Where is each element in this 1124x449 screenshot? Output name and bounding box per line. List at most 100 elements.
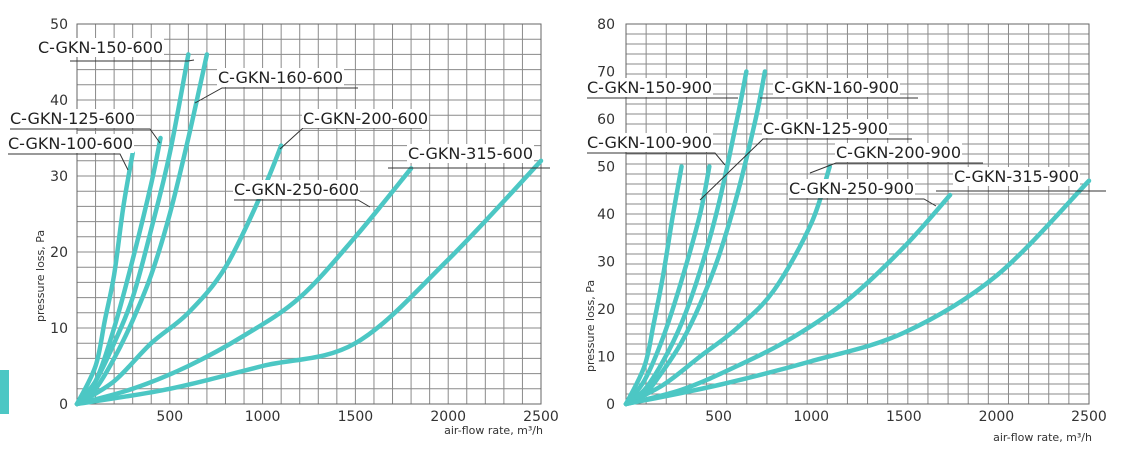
c600-y-axis-label: pressure loss, Pa (34, 230, 47, 322)
series-line-c-gkn-200-900 (623, 164, 832, 407)
c900-grid (625, 23, 1090, 405)
label-background (217, 68, 345, 87)
series-line-c-gkn-100-900 (623, 164, 684, 407)
series-line-c-gkn-315-900 (623, 178, 1092, 407)
leader-line (789, 198, 937, 207)
series-callout: C-GKN-100-900 (586, 133, 726, 166)
series-label: C-GKN-160-900 (774, 78, 899, 97)
series-label: C-GKN-315-900 (954, 167, 1079, 186)
series-line-c-gkn-315-600 (74, 158, 544, 407)
c900-y-tick-label: 80 (597, 17, 615, 33)
leader-line (587, 152, 726, 166)
series-line-c-gkn-150-600 (74, 52, 191, 407)
leader-line (70, 59, 195, 62)
c900-y-tick-label: 50 (597, 160, 615, 176)
c600-y-tick-label: 50 (50, 17, 68, 33)
label-background (773, 78, 901, 97)
c600-grid (76, 23, 542, 405)
series-callout: C-GKN-315-900 (936, 167, 1106, 192)
c600-y-tick-label: 10 (50, 321, 68, 337)
label-background (407, 144, 535, 163)
c900-y-tick-label: 40 (597, 207, 615, 223)
c600-x-tick-label: 500 (156, 409, 183, 425)
series-callout: C-GKN-160-600 (194, 68, 358, 104)
chart-900: 0 10 20 30 40 50 60 70 80 500 1000 1500 2000 2500 air-… (584, 17, 1107, 444)
series-label: C-GKN-100-900 (587, 133, 712, 152)
leader-line (194, 87, 358, 104)
c600-x-tick-label: 2000 (430, 409, 466, 425)
series-callout: C-GKN-150-900 (586, 78, 738, 99)
label-background (586, 78, 714, 97)
leader-line (699, 138, 912, 201)
series-line-c-gkn-100-600 (74, 150, 135, 407)
series-line-c-gkn-150-900 (623, 69, 749, 407)
c900-x-tick-label: 2000 (979, 409, 1015, 425)
c900-x-tick-label: 2500 (1071, 409, 1107, 425)
label-background (302, 109, 430, 128)
c600-x-axis-label: air-flow rate, m³/h (444, 424, 543, 437)
series-label: C-GKN-250-600 (234, 180, 359, 199)
label-background (953, 167, 1081, 186)
series-line-c-gkn-160-600 (74, 52, 210, 407)
c900-y-axis-label: pressure loss, Pa (584, 280, 597, 372)
series-line-c-gkn-125-600 (74, 135, 163, 407)
leader-line (8, 153, 129, 171)
series-label: C-GKN-100-600 (8, 134, 133, 153)
label-background (788, 179, 916, 198)
c900-y-tick-label: 60 (597, 112, 615, 128)
label-background (37, 38, 165, 57)
series-callout: C-GKN-125-900 (699, 119, 912, 201)
c600-x-tick-label: 1500 (338, 409, 374, 425)
c900-y-tick-label: 20 (597, 302, 615, 318)
c900-y-tick-label: 10 (597, 350, 615, 366)
series-callout: C-GKN-200-600 (279, 109, 430, 150)
label-background (762, 119, 890, 138)
series-callout: C-GKN-250-900 (788, 179, 937, 207)
c900-x-tick-label: 1500 (886, 409, 922, 425)
series-callout: C-GKN-200-900 (809, 143, 983, 174)
series-label: C-GKN-315-600 (408, 144, 533, 163)
series-label: C-GKN-150-900 (587, 78, 712, 97)
series-line-c-gkn-125-900 (623, 164, 712, 407)
series-label: C-GKN-125-900 (763, 119, 888, 138)
c600-y-tick-label: 30 (50, 169, 68, 185)
series-label: C-GKN-200-900 (836, 143, 961, 162)
c600-y-tick-label: 20 (50, 245, 68, 261)
leader-line (809, 162, 983, 174)
series-callout: C-GKN-160-900 (760, 78, 918, 99)
series-callout: C-GKN-150-600 (37, 38, 195, 62)
leader-line (234, 199, 371, 208)
series-line-c-gkn-250-900 (623, 192, 953, 407)
series-line-c-gkn-160-900 (623, 69, 768, 407)
series-callout: C-GKN-100-600 (7, 134, 135, 171)
series-callout: C-GKN-250-600 (233, 180, 371, 208)
leader-line (10, 128, 161, 144)
c600-y-tick-label: 40 (50, 93, 68, 109)
series-line-c-gkn-250-600 (74, 166, 414, 407)
series-callout: C-GKN-125-600 (9, 109, 161, 144)
series-callout: C-GKN-315-600 (388, 144, 550, 169)
c900-y-tick-label: 30 (597, 255, 615, 271)
label-background (586, 133, 714, 152)
c600-y-tick-label: 0 (59, 397, 68, 413)
c600-x-tick-label: 2500 (523, 409, 559, 425)
c600-frame (76, 23, 542, 405)
c900-y-tick-label: 0 (606, 397, 615, 413)
c900-y-tick-label: 70 (597, 65, 615, 81)
c900-frame (625, 23, 1090, 405)
series-label: C-GKN-125-600 (10, 109, 135, 128)
label-background (233, 180, 361, 199)
label-background (7, 134, 135, 153)
left-side-mark (0, 370, 9, 414)
label-background (835, 143, 963, 162)
series-label: C-GKN-160-600 (218, 68, 343, 87)
series-label: C-GKN-200-600 (303, 109, 428, 128)
c900-x-axis-label: air-flow rate, m³/h (993, 431, 1092, 444)
c900-x-tick-label: 500 (705, 409, 732, 425)
c600-x-tick-label: 1000 (245, 409, 281, 425)
series-label: C-GKN-250-900 (789, 179, 914, 198)
label-background (9, 109, 137, 128)
c900-x-tick-label: 1000 (793, 409, 829, 425)
